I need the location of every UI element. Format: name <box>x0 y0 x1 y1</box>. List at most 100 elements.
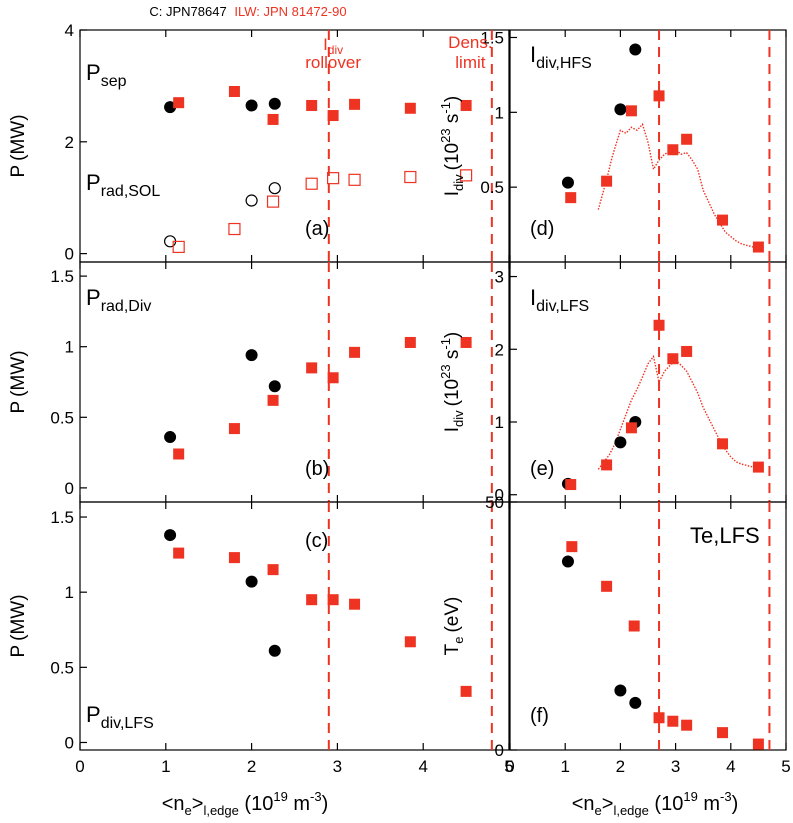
y-tick-label: 0 <box>65 245 74 264</box>
y-tick-label: 0.5 <box>50 408 74 427</box>
y-tick-label: 2 <box>65 133 74 152</box>
ilw-point <box>306 594 318 606</box>
y-tick-label: 1 <box>495 413 504 432</box>
panel-annotation: Idiv,LFS <box>530 285 589 315</box>
carbon-point <box>629 696 642 709</box>
x-tick-label: 1 <box>161 757 170 776</box>
x-tick-label: 2 <box>247 757 256 776</box>
panel-label: (c) <box>305 530 328 552</box>
y-tick-label: 3 <box>495 268 504 287</box>
y-tick-label: 50 <box>485 493 504 512</box>
ilw-point <box>681 719 693 731</box>
carbon-point <box>614 436 627 449</box>
y-tick-label: 1 <box>65 338 74 357</box>
carbon-point <box>245 99 258 112</box>
source-header: C: JPN78647 ILW: JPN 81472-90 <box>149 4 346 19</box>
y-tick-label: 0 <box>65 733 74 752</box>
ilw-point <box>228 423 240 435</box>
ilw-point-open <box>404 170 417 184</box>
ilw-point <box>667 144 679 156</box>
x-tick-label: 5 <box>504 757 513 776</box>
x-tick-label: 4 <box>418 757 427 776</box>
ilw-point <box>601 459 613 471</box>
ilw-point <box>460 99 472 111</box>
rollover-label-line2: rollover <box>305 53 361 72</box>
carbon-point <box>268 97 281 110</box>
y-tick-label: 0 <box>495 741 504 760</box>
ilw-point-open <box>172 240 185 254</box>
x-tick-label: 3 <box>333 757 342 776</box>
rollover-label: Idiv <box>323 35 343 57</box>
x-axis-label-right: <ne>l,edge (1019 m-3) <box>572 789 739 818</box>
ilw-point <box>625 422 637 434</box>
panel-annotation: Prad,Div <box>86 285 151 315</box>
ilw-point <box>228 552 240 564</box>
carbon-point <box>268 644 281 657</box>
ilw-point <box>267 564 279 576</box>
ilw-point <box>404 636 416 648</box>
x-tick-label: 2 <box>616 757 625 776</box>
y-axis-label: Idiv(1023 s-1) <box>438 332 466 433</box>
y-tick-label: 1.5 <box>50 508 74 527</box>
panel-frame <box>79 501 510 751</box>
ilw-point <box>752 738 764 750</box>
y-tick-label: 0 <box>65 479 74 498</box>
carbon-point-open <box>268 182 281 195</box>
carbon-point <box>614 103 627 116</box>
ilw-point <box>173 97 185 109</box>
ilw-point <box>267 394 279 406</box>
x-tick-label: 4 <box>726 757 735 776</box>
panel-annotation: Pdiv,LFS <box>86 702 154 732</box>
carbon-point <box>245 575 258 588</box>
panel-d: 0.5 1 1.5 Idiv(1023 s-1) Idiv,HFS (d) <box>438 28 787 263</box>
x-tick-label: 0 <box>505 757 514 776</box>
y-tick-label: 1.5 <box>50 267 74 286</box>
ilw-point <box>349 346 361 358</box>
carbon-point <box>561 555 574 568</box>
ilw-point-open <box>266 195 280 208</box>
y-axis-label: P(MW) <box>8 594 29 657</box>
carbon-point <box>164 529 177 542</box>
y-axis-label: Idiv(1023 s-1) <box>438 96 466 197</box>
panel-annotation: Idiv,HFS <box>530 42 592 72</box>
ilw-point-open <box>327 172 340 185</box>
ilw-point <box>628 620 640 632</box>
ilw-point <box>173 547 185 559</box>
ilw-point <box>404 102 416 114</box>
ilw-point <box>306 362 318 374</box>
ilw-point <box>667 353 679 365</box>
ilw-point <box>601 175 613 187</box>
ilw-point <box>653 319 665 331</box>
ilw-point <box>653 90 665 102</box>
ilw-point <box>404 336 416 348</box>
x-tick-label: 5 <box>781 757 790 776</box>
panel-f: 0 50 0 1 2 3 4 5 Te(eV) Te,LFS (f) <box>442 493 791 776</box>
ilw-point <box>717 214 729 226</box>
ilw-trace <box>597 122 762 251</box>
carbon-point <box>561 176 574 189</box>
ilw-point <box>681 133 693 145</box>
y-axis-label: P(MW) <box>8 350 29 413</box>
ilw-point <box>460 336 472 348</box>
ilw-point-open <box>348 173 361 186</box>
panel-annotation: Psep <box>86 60 127 90</box>
ilw-point <box>349 598 361 610</box>
carbon-point <box>164 431 177 444</box>
panel-c: 0 0.5 1 1.5 0 1 2 3 4 5 P(MW) Pdiv,LFS (c) <box>8 501 514 776</box>
ilw-point <box>681 345 693 357</box>
ilw-point <box>306 99 318 111</box>
ilw-point <box>752 461 764 473</box>
ilw-point <box>717 727 729 739</box>
panel-a: 0 2 4 P(MW) Psep Prad,SOL (a) <box>8 21 510 264</box>
ilw-point <box>625 105 637 117</box>
density-limit-label: Dens. <box>448 33 492 52</box>
ilw-point-open <box>305 177 318 190</box>
ilw-shot-label: ILW: JPN 81472-90 <box>234 4 346 19</box>
carbon-point <box>164 101 177 114</box>
carbon-point-open <box>245 194 258 207</box>
panel-e: 0 1 2 3 Idiv(1023 s-1) Idiv,LFS (e) <box>438 261 787 505</box>
ilw-point <box>327 110 339 122</box>
carbon-point <box>245 349 258 362</box>
ilw-point <box>653 712 665 724</box>
